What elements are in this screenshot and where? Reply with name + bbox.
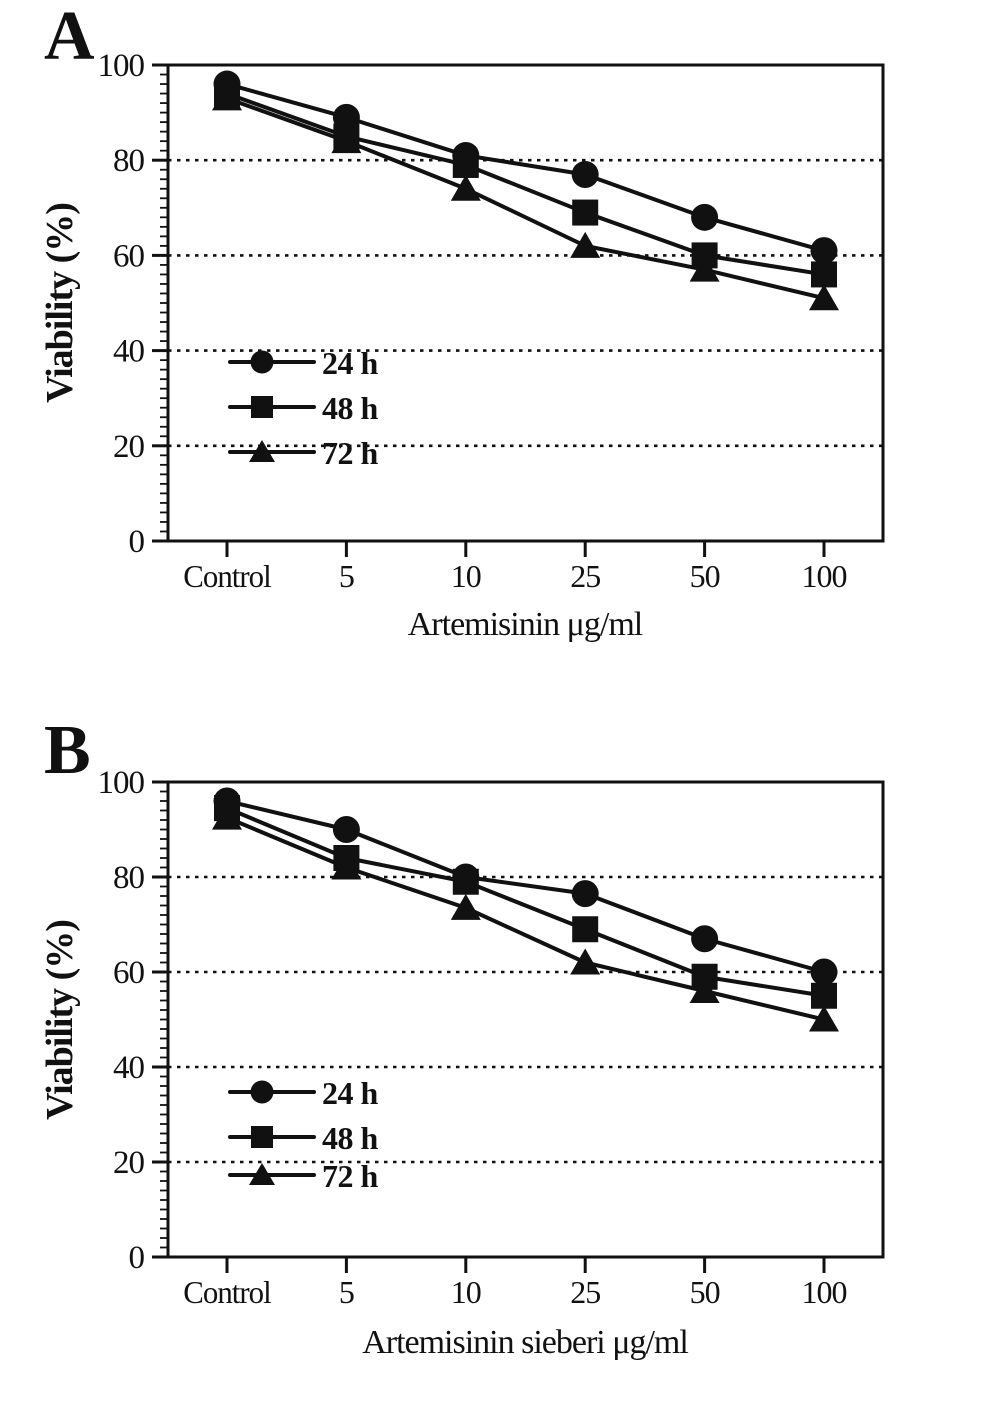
point-72h-triangle-marker (689, 255, 720, 282)
point-72h-triangle-marker (212, 84, 242, 111)
point-72h-triangle-marker (570, 948, 601, 975)
legend-triangle-marker (249, 1163, 275, 1185)
legend-triangle-marker (249, 440, 275, 462)
y-tick-label: 0 (129, 1240, 145, 1276)
y-axis-title-a: Viability (%) (39, 203, 81, 403)
x-axis-title-a: Artemisinin μg/ml (407, 606, 643, 643)
point-72h-triangle-marker (450, 174, 481, 201)
point-24h-circle-marker (332, 816, 360, 843)
panel-b-label: B (44, 712, 91, 789)
point-48h-square-marker (572, 916, 599, 943)
x-tick-label: 25 (570, 1274, 600, 1310)
point-72h-triangle-marker (212, 803, 242, 830)
point-24h-circle-marker (691, 925, 719, 953)
y-tick-label: 20 (113, 1145, 145, 1181)
x-tick-label: 100 (802, 558, 847, 594)
plot-border (166, 780, 885, 1259)
point-24h-circle-marker (571, 160, 599, 188)
y-tick-label: 40 (113, 334, 145, 370)
point-48h-square-marker (811, 982, 837, 1009)
point-72h-triangle-marker (809, 1005, 839, 1032)
legend-square-marker (251, 396, 273, 418)
x-tick-label: 5 (339, 1274, 354, 1310)
point-48h-square-marker (452, 151, 479, 178)
y-tick-label: 40 (113, 1050, 145, 1086)
y-tick-label: 100 (98, 48, 145, 84)
point-72h-triangle-marker (689, 977, 720, 1003)
point-72h-triangle-marker (809, 284, 839, 311)
y-axis-title-b: Viability (%) (39, 920, 81, 1120)
point-72h-triangle-marker (570, 231, 601, 258)
x-tick-label: 50 (690, 558, 720, 594)
legend-item-72h: 72 h (228, 435, 379, 471)
legend-label: 72 h (322, 435, 379, 471)
legend-label: 24 h (322, 345, 379, 381)
series-line-48h (225, 806, 826, 998)
legend-circle-marker (250, 350, 274, 374)
y-tick-label: 80 (113, 860, 145, 896)
panel-b: 0 20 40 60 80 100 Control 5 10 25 50 100 24 h 48 h 72 … (0, 706, 1000, 1413)
legend-item-72h: 72 h (228, 1158, 379, 1194)
x-tick-label: 25 (570, 558, 600, 594)
x-tick-label: 10 (451, 558, 481, 594)
legend-label: 24 h (322, 1075, 379, 1111)
point-72h-triangle-marker (450, 893, 481, 920)
y-tick-label: 20 (113, 429, 145, 465)
y-tick-label: 100 (98, 765, 145, 801)
legend-circle-marker (250, 1080, 274, 1104)
point-24h-circle-marker (691, 203, 719, 231)
x-axis-title-b: Artemisinin sieberi μg/ml (362, 1324, 689, 1361)
panel-a: 0 20 40 60 80 100 Control 5 10 25 50 100 24 h 48 h 72 … (0, 0, 1000, 706)
x-tick-label: 5 (339, 558, 354, 594)
legend-square-marker (251, 1126, 273, 1148)
legend-label: 72 h (322, 1158, 379, 1194)
series-line-72h (225, 815, 826, 1022)
legend-label: 48 h (322, 390, 379, 426)
x-tick-label: 100 (802, 1274, 847, 1310)
point-24h-circle-marker (571, 880, 599, 908)
plot-border (166, 63, 885, 543)
x-tick-label: Control (183, 558, 272, 594)
point-24h-circle-marker (810, 958, 838, 986)
y-tick-label: 60 (113, 238, 145, 274)
legend-item-48h: 48 h (228, 1120, 379, 1156)
point-24h-circle-marker (810, 237, 838, 265)
y-tick-label: 80 (113, 143, 145, 179)
series-line-72h (225, 96, 826, 301)
viability-chart-artemisinin: 0 20 40 60 80 100 Control 5 10 25 50 100 24 h 48 h 72 … (98, 48, 885, 594)
legend-item-24h: 24 h (228, 345, 379, 381)
series-line-48h (225, 91, 826, 277)
point-48h-square-marker (452, 868, 479, 895)
viability-chart-artemisinin-sieberi: 0 20 40 60 80 100 Control 5 10 25 50 100 24 h 48 h72 … (98, 765, 885, 1310)
point-72h-triangle-marker (331, 127, 362, 154)
y-tick-label: 0 (129, 524, 145, 560)
legend-label: 48 h (322, 1120, 379, 1156)
x-tick-label: Control (183, 1274, 272, 1310)
series-line-24h (225, 799, 826, 974)
x-tick-label: 50 (690, 1274, 720, 1310)
series-line-24h (225, 82, 826, 253)
point-48h-square-marker (572, 199, 599, 226)
x-tick-label: 10 (451, 1274, 481, 1310)
y-tick-label: 60 (113, 955, 145, 991)
legend-item-24h: 24 h (228, 1075, 379, 1111)
legend-item-48h: 48 h (228, 390, 379, 426)
point-72h-triangle-marker (331, 853, 362, 880)
panel-a-label: A (44, 0, 95, 75)
point-48h-square-marker (811, 261, 837, 288)
